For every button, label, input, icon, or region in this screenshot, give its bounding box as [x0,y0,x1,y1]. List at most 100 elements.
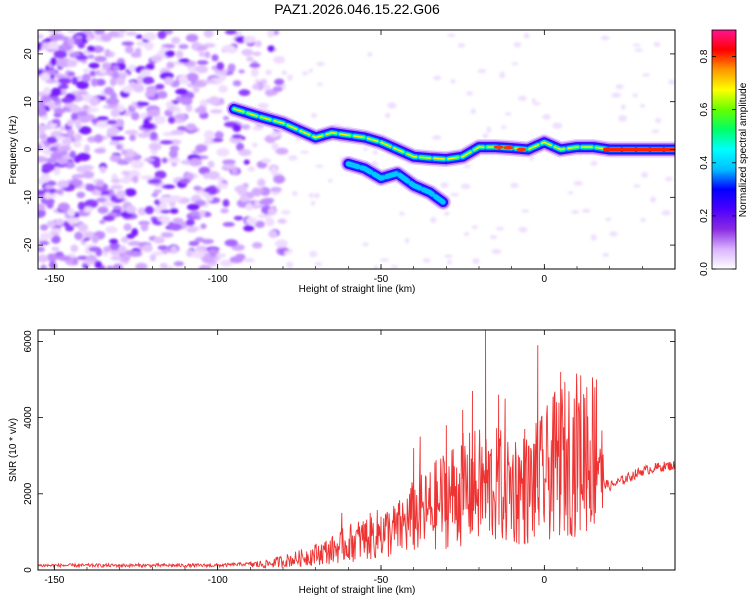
spectrogram-y-tick-label: -20 [23,237,34,252]
noise-blob [88,62,100,69]
noise-blob [121,149,128,156]
noise-blob [513,41,522,48]
noise-blob [106,188,115,197]
noise-blob [94,148,106,154]
noise-blob [85,183,96,192]
snr-panel: -150 -100 -50 0 0 2000 4000 6000 Height of str… [8,329,676,596]
noise-blob [77,223,89,232]
noise-blob [121,41,135,46]
noise-blob [243,159,250,165]
noise-blob [110,255,124,261]
noise-blob [67,38,75,45]
spectrogram-y-tick-label: 10 [23,96,34,108]
noise-blob [127,64,137,72]
noise-blob [49,33,63,41]
noise-blob [173,107,182,113]
noise-blob [116,76,126,86]
noise-blob [581,208,591,213]
noise-blob [38,106,47,116]
snr-y-axis: 0 2000 4000 6000 [23,330,675,573]
noise-blob [76,110,88,117]
noise-blob [89,97,99,107]
noise-blob [169,245,178,254]
ridge-layer [233,108,675,160]
noise-blob [65,225,74,232]
spectrogram-x-tick-label: -100 [208,274,228,285]
noise-blob [166,61,175,69]
noise-blob [504,112,512,116]
noise-blob [57,255,72,261]
noise-blob [271,142,279,151]
noise-blob [109,154,122,163]
noise-blob [171,36,181,45]
noise-blob [57,158,69,165]
noise-blob [573,180,583,186]
noise-blob [374,264,379,269]
noise-blob [510,182,519,189]
noise-blob [251,142,258,148]
noise-blob [447,33,456,38]
noise-blob [222,199,230,208]
noise-blob [466,91,474,96]
noise-blob [44,191,52,200]
noise-blob [124,129,139,135]
noise-blob [148,142,162,151]
noise-blob [51,96,59,102]
noise-blob [531,98,537,104]
noise-blob [654,117,662,124]
noise-blob [328,178,333,183]
noise-blob [64,161,76,169]
noise-blob [141,122,155,130]
noise-blob [74,35,83,40]
noise-blob [159,263,168,269]
colorbar-gradient [712,30,736,269]
spectrogram-x-axis: -150 -100 -50 0 [44,30,676,285]
noise-blob [105,97,120,105]
noise-blob [115,189,126,199]
noise-blob [186,72,199,82]
noise-blob [310,113,318,119]
noise-blob [50,87,62,96]
noise-blob [57,77,72,85]
noise-blob [288,155,298,161]
noise-blob [265,217,275,227]
noise-blob [195,190,205,195]
noise-blob [117,159,127,166]
noise-blob [238,149,252,157]
noise-blob [83,68,91,73]
noise-blob [186,226,198,233]
noise-blob [40,264,47,269]
noise-blob [650,196,656,203]
snr-y-tick-label: 4000 [23,406,34,429]
noise-blob [169,145,180,152]
noise-blob [38,209,46,218]
noise-blob [124,45,134,54]
noise-blob [168,156,181,164]
noise-blob [632,93,638,98]
spectrogram-x-tick-label: 0 [542,274,548,285]
noise-blob [180,97,193,106]
noise-blob [310,200,316,206]
noise-blob [136,75,145,84]
noise-blob [517,95,527,101]
noise-blob [92,45,104,53]
noise-blob [93,189,102,196]
noise-blob [125,205,137,214]
noise-blob [46,220,57,228]
noise-blob [145,63,155,70]
noise-blob [128,250,143,257]
colorbar-ticks: 0.0 0.2 0.4 0.6 0.8 [699,49,736,276]
noise-blob [40,94,52,103]
noise-blob [405,237,410,244]
noise-blob [115,136,125,141]
noise-blob [55,218,65,226]
noise-blob [147,90,156,98]
noise-blob [203,211,212,217]
noise-blob [232,123,242,132]
noise-blob [281,70,287,76]
snr-frame [37,329,676,571]
noise-blob [76,165,89,173]
noise-blob [571,210,580,214]
noise-blob [600,35,610,41]
noise-blob [87,54,95,59]
